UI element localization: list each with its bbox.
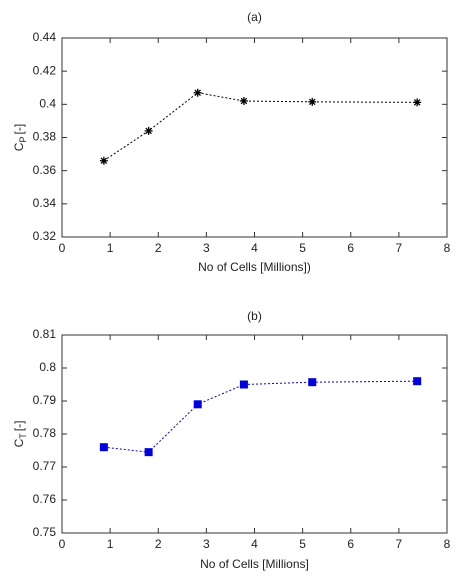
y-tick-label: 0.81: [33, 327, 57, 341]
y-label-sub: P: [18, 136, 28, 142]
marker: [308, 378, 317, 387]
y-tick-label: 0.76: [33, 492, 57, 506]
x-tick-label: 8: [444, 537, 451, 551]
y-label-main: C: [12, 438, 26, 447]
y-tick-label: 0.36: [33, 163, 57, 177]
x-tick-label: 8: [444, 241, 451, 255]
marker: [193, 400, 202, 409]
x-tick-label: 4: [251, 537, 258, 551]
marker: [99, 156, 108, 165]
marker: [144, 448, 153, 457]
x-tick-label: 4: [251, 241, 258, 255]
marker: [413, 377, 422, 386]
x-tick-label: 1: [107, 537, 114, 551]
y-tick-label: 0.42: [33, 63, 57, 77]
marker: [193, 88, 202, 97]
y-axis-label: CP[-]: [12, 124, 28, 151]
y-axis-label: CT[-]: [12, 421, 28, 448]
x-tick-label: 5: [299, 537, 306, 551]
y-tick-label: 0.34: [33, 196, 57, 210]
y-tick-label: 0.44: [33, 30, 57, 44]
y-tick-label: 0.75: [33, 525, 57, 539]
x-axis-label: No of Cells [Millions]: [200, 557, 309, 571]
series-line: [103, 92, 418, 162]
y-tick-label: 0.32: [33, 229, 57, 243]
y-tick-label: 0.77: [33, 459, 57, 473]
x-tick-label: 5: [299, 241, 306, 255]
marker: [239, 97, 248, 106]
x-tick-label: 1: [107, 241, 114, 255]
x-tick-label: 0: [59, 241, 66, 255]
marker: [239, 380, 248, 389]
marker: [413, 98, 422, 107]
marker: [99, 443, 108, 452]
x-tick-label: 0: [59, 537, 66, 551]
y-label-unit: [-]: [12, 124, 26, 135]
series-line: [103, 380, 418, 453]
x-tick-label: 7: [396, 537, 403, 551]
x-tick-label: 3: [203, 241, 210, 255]
x-tick-label: 6: [347, 537, 354, 551]
y-tick-label: 0.38: [33, 130, 57, 144]
y-tick-label: 0.8: [39, 360, 56, 374]
plot-frame: [61, 334, 448, 534]
x-tick-label: 7: [396, 241, 403, 255]
x-tick-label: 3: [203, 537, 210, 551]
chart-title: (a): [247, 10, 262, 24]
plot-frame: [61, 37, 448, 238]
y-tick-label: 0.4: [39, 97, 56, 111]
x-tick-label: 2: [155, 537, 162, 551]
y-label-sub: T: [18, 433, 28, 439]
y-label-unit: [-]: [12, 421, 26, 432]
y-tick-label: 0.78: [33, 426, 57, 440]
marker: [308, 97, 317, 106]
y-label-main: C: [12, 142, 26, 151]
x-tick-label: 6: [347, 241, 354, 255]
chart-title: (b): [247, 309, 262, 323]
x-axis-label: No of Cells [Millions]): [198, 260, 311, 274]
marker: [144, 126, 153, 135]
y-tick-label: 0.79: [33, 393, 57, 407]
x-tick-label: 2: [155, 241, 162, 255]
